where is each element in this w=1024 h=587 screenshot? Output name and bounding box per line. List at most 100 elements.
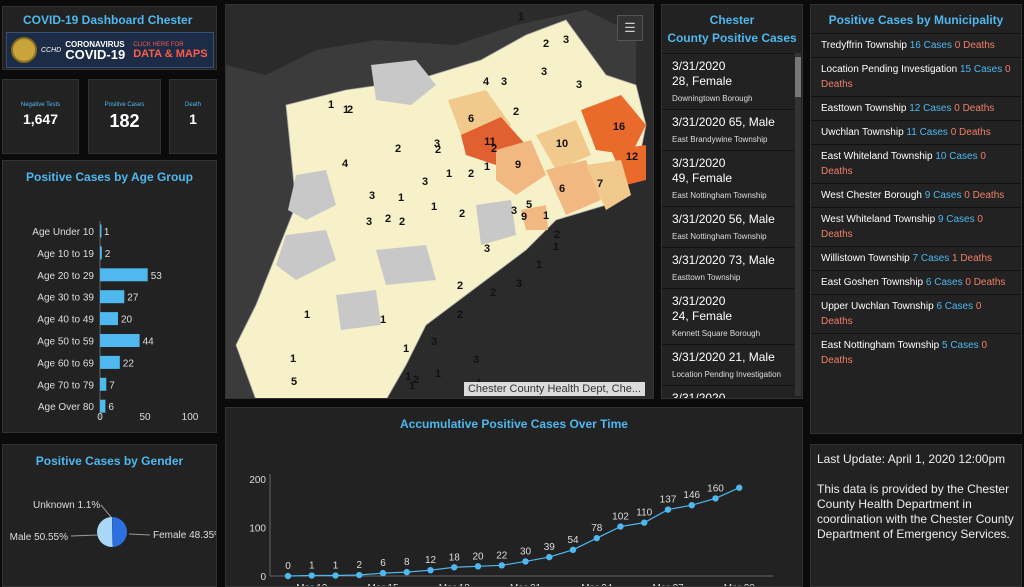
municipality-name: Uwchlan Township [821, 127, 907, 138]
line-point-label: 1 [333, 561, 339, 572]
dashboard-title: COVID-19 Dashboard Chester [23, 13, 193, 27]
case-item[interactable]: 3/31/2020 56, Male East Nottingham Townsh… [662, 206, 794, 247]
case-date: 3/31/2020 [672, 59, 726, 73]
map-region-orange [546, 160, 601, 215]
line-point [284, 572, 292, 580]
stat-value: 182 [109, 111, 140, 131]
map-count-label: 1 [380, 314, 386, 326]
map-count-label: 2 [491, 143, 497, 155]
pie-label: Male 50.55% [10, 532, 68, 543]
municipality-item[interactable]: East Whiteland Township 10 Cases 0 Death… [811, 144, 1021, 183]
map-count-label: 3 [434, 138, 440, 150]
map-count-label: 9 [521, 211, 527, 223]
pie-label: Female 48.35% [153, 530, 216, 541]
municipality-list[interactable]: Tredyffrin Township 16 Cases 0 Deaths Loc… [811, 33, 1021, 372]
map-attribution: Chester County Health Dept, Che... [463, 382, 645, 396]
scroll-thumb[interactable] [795, 57, 801, 97]
map-count-label: 1 [484, 161, 490, 173]
municipality-deaths: 0 Deaths [821, 301, 982, 327]
case-date: 3/31/2020 [672, 391, 726, 399]
map-count-label: 1 [328, 99, 334, 111]
municipality-cases: 9 Cases [937, 214, 978, 225]
cases-list[interactable]: 3/31/2020 28, Female Downingtown Borough 3… [662, 53, 794, 398]
age-bar [100, 399, 106, 413]
pie-slice [112, 517, 114, 532]
case-town: East Nottingham Township [672, 232, 767, 241]
map-count-label: 1 [343, 104, 349, 116]
municipality-deaths: 1 Deaths [951, 253, 993, 264]
banner-click: CLICK HERE FOR DATA & MAPS [133, 41, 207, 60]
stat-value: 1,647 [22, 111, 59, 127]
muni-panel-title: Positive Cases by Municipality [828, 13, 1004, 27]
pie-label: Unknown 1.1% [33, 500, 100, 511]
age-xtick: 0 [97, 412, 103, 423]
municipality-name: Easttown Township [821, 103, 910, 114]
map-count-label: 1 [446, 168, 452, 180]
banner-line2: COVID-19 [65, 47, 126, 62]
case-item[interactable]: 3/31/2020 49, Female East Nottingham Towns… [662, 150, 794, 206]
municipality-item[interactable]: West Whiteland Township 9 Cases 0 Deaths [811, 207, 1021, 246]
gender-pie-chart: Unknown 1.1% Female 48.35% Male 50.55% [10, 500, 216, 547]
gender-panel: Positive Cases by Gender Unknown 1.1% Fem… [2, 444, 217, 587]
map-count-label: 2 [513, 106, 519, 118]
municipality-item[interactable]: Uwchlan Township 11 Cases 0 Deaths [811, 120, 1021, 144]
municipality-item[interactable]: West Chester Borough 9 Cases 0 Deaths [811, 183, 1021, 207]
case-date: 3/31/2020 [672, 294, 726, 308]
map-region-gray [276, 230, 336, 280]
line-point-label: 78 [591, 523, 603, 534]
cases-scrollbar[interactable] [795, 53, 801, 396]
line-point [546, 553, 553, 561]
municipality-item[interactable]: East Nottingham Township 5 Cases 0 Death… [811, 333, 1021, 372]
case-item[interactable]: 3/31/2020 [662, 385, 794, 399]
age-category-label: Age 60 to 69 [37, 358, 94, 369]
data-maps-banner[interactable]: CCHD CORONAVIRUS COVID-19 CLICK HERE FOR… [6, 32, 214, 68]
line-point [712, 495, 719, 502]
case-town: Downingtown Borough [672, 94, 753, 103]
case-town: East Nottingham Township [672, 191, 767, 200]
municipality-item[interactable]: Upper Uwchlan Township 6 Cases 0 Deaths [811, 294, 1021, 333]
line-point-label: 8 [404, 557, 410, 568]
map-count-label: 2 [435, 144, 441, 156]
update-panel: Last Update: April 1, 2020 12:00pm This … [810, 444, 1022, 587]
case-item[interactable]: 3/31/2020 28, Female Downingtown Borough [662, 53, 794, 109]
municipality-cases: 16 Cases [909, 40, 955, 51]
line-point-label: 20 [472, 551, 484, 562]
municipality-item[interactable]: Easttown Township 12 Cases 0 Deaths [811, 96, 1021, 120]
map-count-label: 2 [395, 143, 401, 155]
pie-leader-line [70, 534, 98, 537]
age-category-label: Age 30 to 39 [37, 293, 94, 304]
county-map[interactable]: 1 2 3 3 1 3 4 2 6 3 3 2 11 9 10 16 12 2 3 1 6 7 4 2 2 1 3 1 2 1 2 5 9 1 1 2… [225, 4, 654, 399]
municipality-item[interactable]: Willistown Township 7 Cases 1 Deaths [811, 246, 1021, 270]
municipality-name: East Goshen Township [821, 277, 926, 288]
map-region-red [581, 95, 646, 155]
municipality-deaths: 0 Deaths [821, 151, 986, 177]
map-count-label: 9 [515, 159, 521, 171]
case-item[interactable]: 3/31/2020 24, Female Kennett Square Boroug… [662, 288, 794, 344]
age-xtick: 100 [182, 412, 199, 423]
line-point [356, 571, 363, 579]
case-item[interactable]: 3/31/2020 65, Male East Brandywine Townsh… [662, 109, 794, 150]
line-point-label: 1 [309, 561, 315, 572]
stat-deaths: Death 1 [169, 79, 217, 154]
line-point-label: 102 [612, 512, 629, 523]
map-region-gray [288, 170, 336, 220]
municipality-item[interactable]: Location Pending Investigation 15 Cases … [811, 57, 1021, 96]
municipality-name: Location Pending Investigation [821, 64, 960, 75]
case-item[interactable]: 3/31/2020 21, Male Location Pending Inves… [662, 344, 794, 385]
municipality-cases: 9 Cases [924, 190, 965, 201]
age-xtick: 50 [139, 412, 151, 423]
municipality-item[interactable]: Tredyffrin Township 16 Cases 0 Deaths [811, 33, 1021, 57]
line-point-label: 54 [567, 535, 579, 546]
stat-positive-cases: Positive Cases 182 [88, 79, 161, 154]
age-value-label: 6 [108, 402, 114, 413]
age-bar [100, 312, 118, 326]
case-item[interactable]: 3/31/2020 73, Male Easttown Township [662, 247, 794, 288]
map-legend-button[interactable]: ☰ [617, 15, 643, 41]
timeline-panel-title: Accumulative Positive Cases Over Time [400, 417, 628, 431]
municipality-item[interactable]: East Goshen Township 6 Cases 0 Deaths [811, 270, 1021, 294]
municipality-cases: 5 Cases [942, 340, 982, 351]
age-bar [100, 246, 102, 260]
gender-panel-title: Positive Cases by Gender [35, 454, 184, 468]
